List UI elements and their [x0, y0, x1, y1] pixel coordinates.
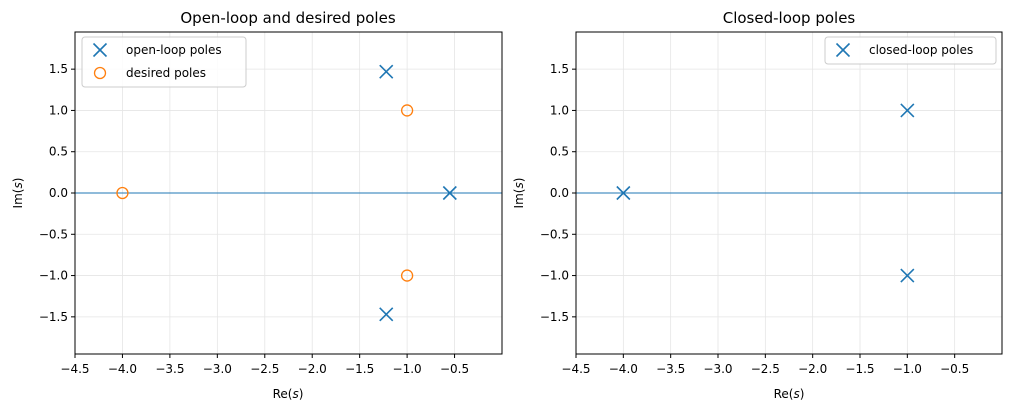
- chart-title: Open-loop and desired poles: [180, 9, 395, 27]
- x-tick-label: −3.5: [656, 362, 685, 376]
- x-tick-label: −0.5: [940, 362, 969, 376]
- legend-box: [824, 36, 997, 65]
- legend-label: desired poles: [126, 66, 206, 80]
- y-tick-label: 1.5: [550, 62, 569, 76]
- y-tick-label: 0.5: [550, 145, 569, 159]
- x-axis-label: Re(s): [273, 387, 304, 401]
- legend: closed-loop poles: [824, 36, 997, 65]
- x-tick-label: −2.0: [798, 362, 827, 376]
- pole-marker: [900, 103, 915, 118]
- chart-open-loop: Open-loop and desired poles −4.5 −4.0 −3.5…: [11, 9, 503, 401]
- pole-marker: [379, 307, 394, 322]
- y-tick-label: 1.0: [550, 103, 569, 117]
- x-tick-label: −4.5: [561, 362, 590, 376]
- legend-label: open-loop poles: [126, 43, 222, 57]
- y-tick-label: −1.0: [39, 269, 68, 283]
- legend: open-loop poles desired poles: [81, 36, 247, 88]
- chart-closed-loop: Closed-loop poles −4.5 −4.0 −3.5 −3.0 −2.5 −2…: [512, 9, 1003, 401]
- legend-marker: [92, 42, 108, 58]
- chart-title: Closed-loop poles: [723, 9, 856, 27]
- x-tick-label: −4.5: [60, 362, 89, 376]
- x-tick-label: −1.5: [845, 362, 874, 376]
- y-tick-label: −0.5: [540, 227, 569, 241]
- y-tick-label: 0.0: [49, 186, 68, 200]
- x-tick-label: −0.5: [440, 362, 469, 376]
- legend-marker: [93, 66, 107, 80]
- x-tick-label: −1.0: [393, 362, 422, 376]
- x-tick-label: −3.5: [155, 362, 184, 376]
- pole-marker: [400, 269, 414, 282]
- x-axis-label: Re(s): [774, 387, 805, 401]
- x-tick-label: −3.0: [703, 362, 732, 376]
- y-tick-label: −1.5: [540, 310, 569, 324]
- x-tick-label: −4.0: [108, 362, 137, 376]
- y-tick-label: 1.0: [49, 103, 68, 117]
- pole-marker: [442, 185, 457, 201]
- x-tick-label: −1.0: [893, 362, 922, 376]
- x-tick-label: −2.5: [751, 362, 780, 376]
- y-axis-label: Im(s): [11, 178, 25, 209]
- legend-box: [81, 36, 247, 88]
- legend-marker: [835, 42, 851, 58]
- y-tick-label: 1.5: [49, 62, 68, 76]
- y-tick-label: 0.0: [550, 186, 569, 200]
- y-axis-label: Im(s): [512, 178, 526, 209]
- y-tick-label: −1.0: [540, 269, 569, 283]
- y-tick-label: 0.5: [49, 145, 68, 159]
- pole-marker: [616, 185, 631, 201]
- x-tick-label: −1.5: [345, 362, 374, 376]
- x-tick-label: −2.0: [298, 362, 327, 376]
- y-tick-label: −1.5: [39, 310, 68, 324]
- pole-marker: [900, 268, 915, 283]
- pole-marker: [379, 64, 394, 79]
- x-tick-label: −3.0: [203, 362, 232, 376]
- legend-label: closed-loop poles: [869, 43, 973, 57]
- pole-marker: [400, 104, 414, 117]
- x-tick-label: −4.0: [609, 362, 638, 376]
- pole-marker: [116, 186, 129, 200]
- y-tick-label: −0.5: [39, 227, 68, 241]
- x-tick-label: −2.5: [250, 362, 279, 376]
